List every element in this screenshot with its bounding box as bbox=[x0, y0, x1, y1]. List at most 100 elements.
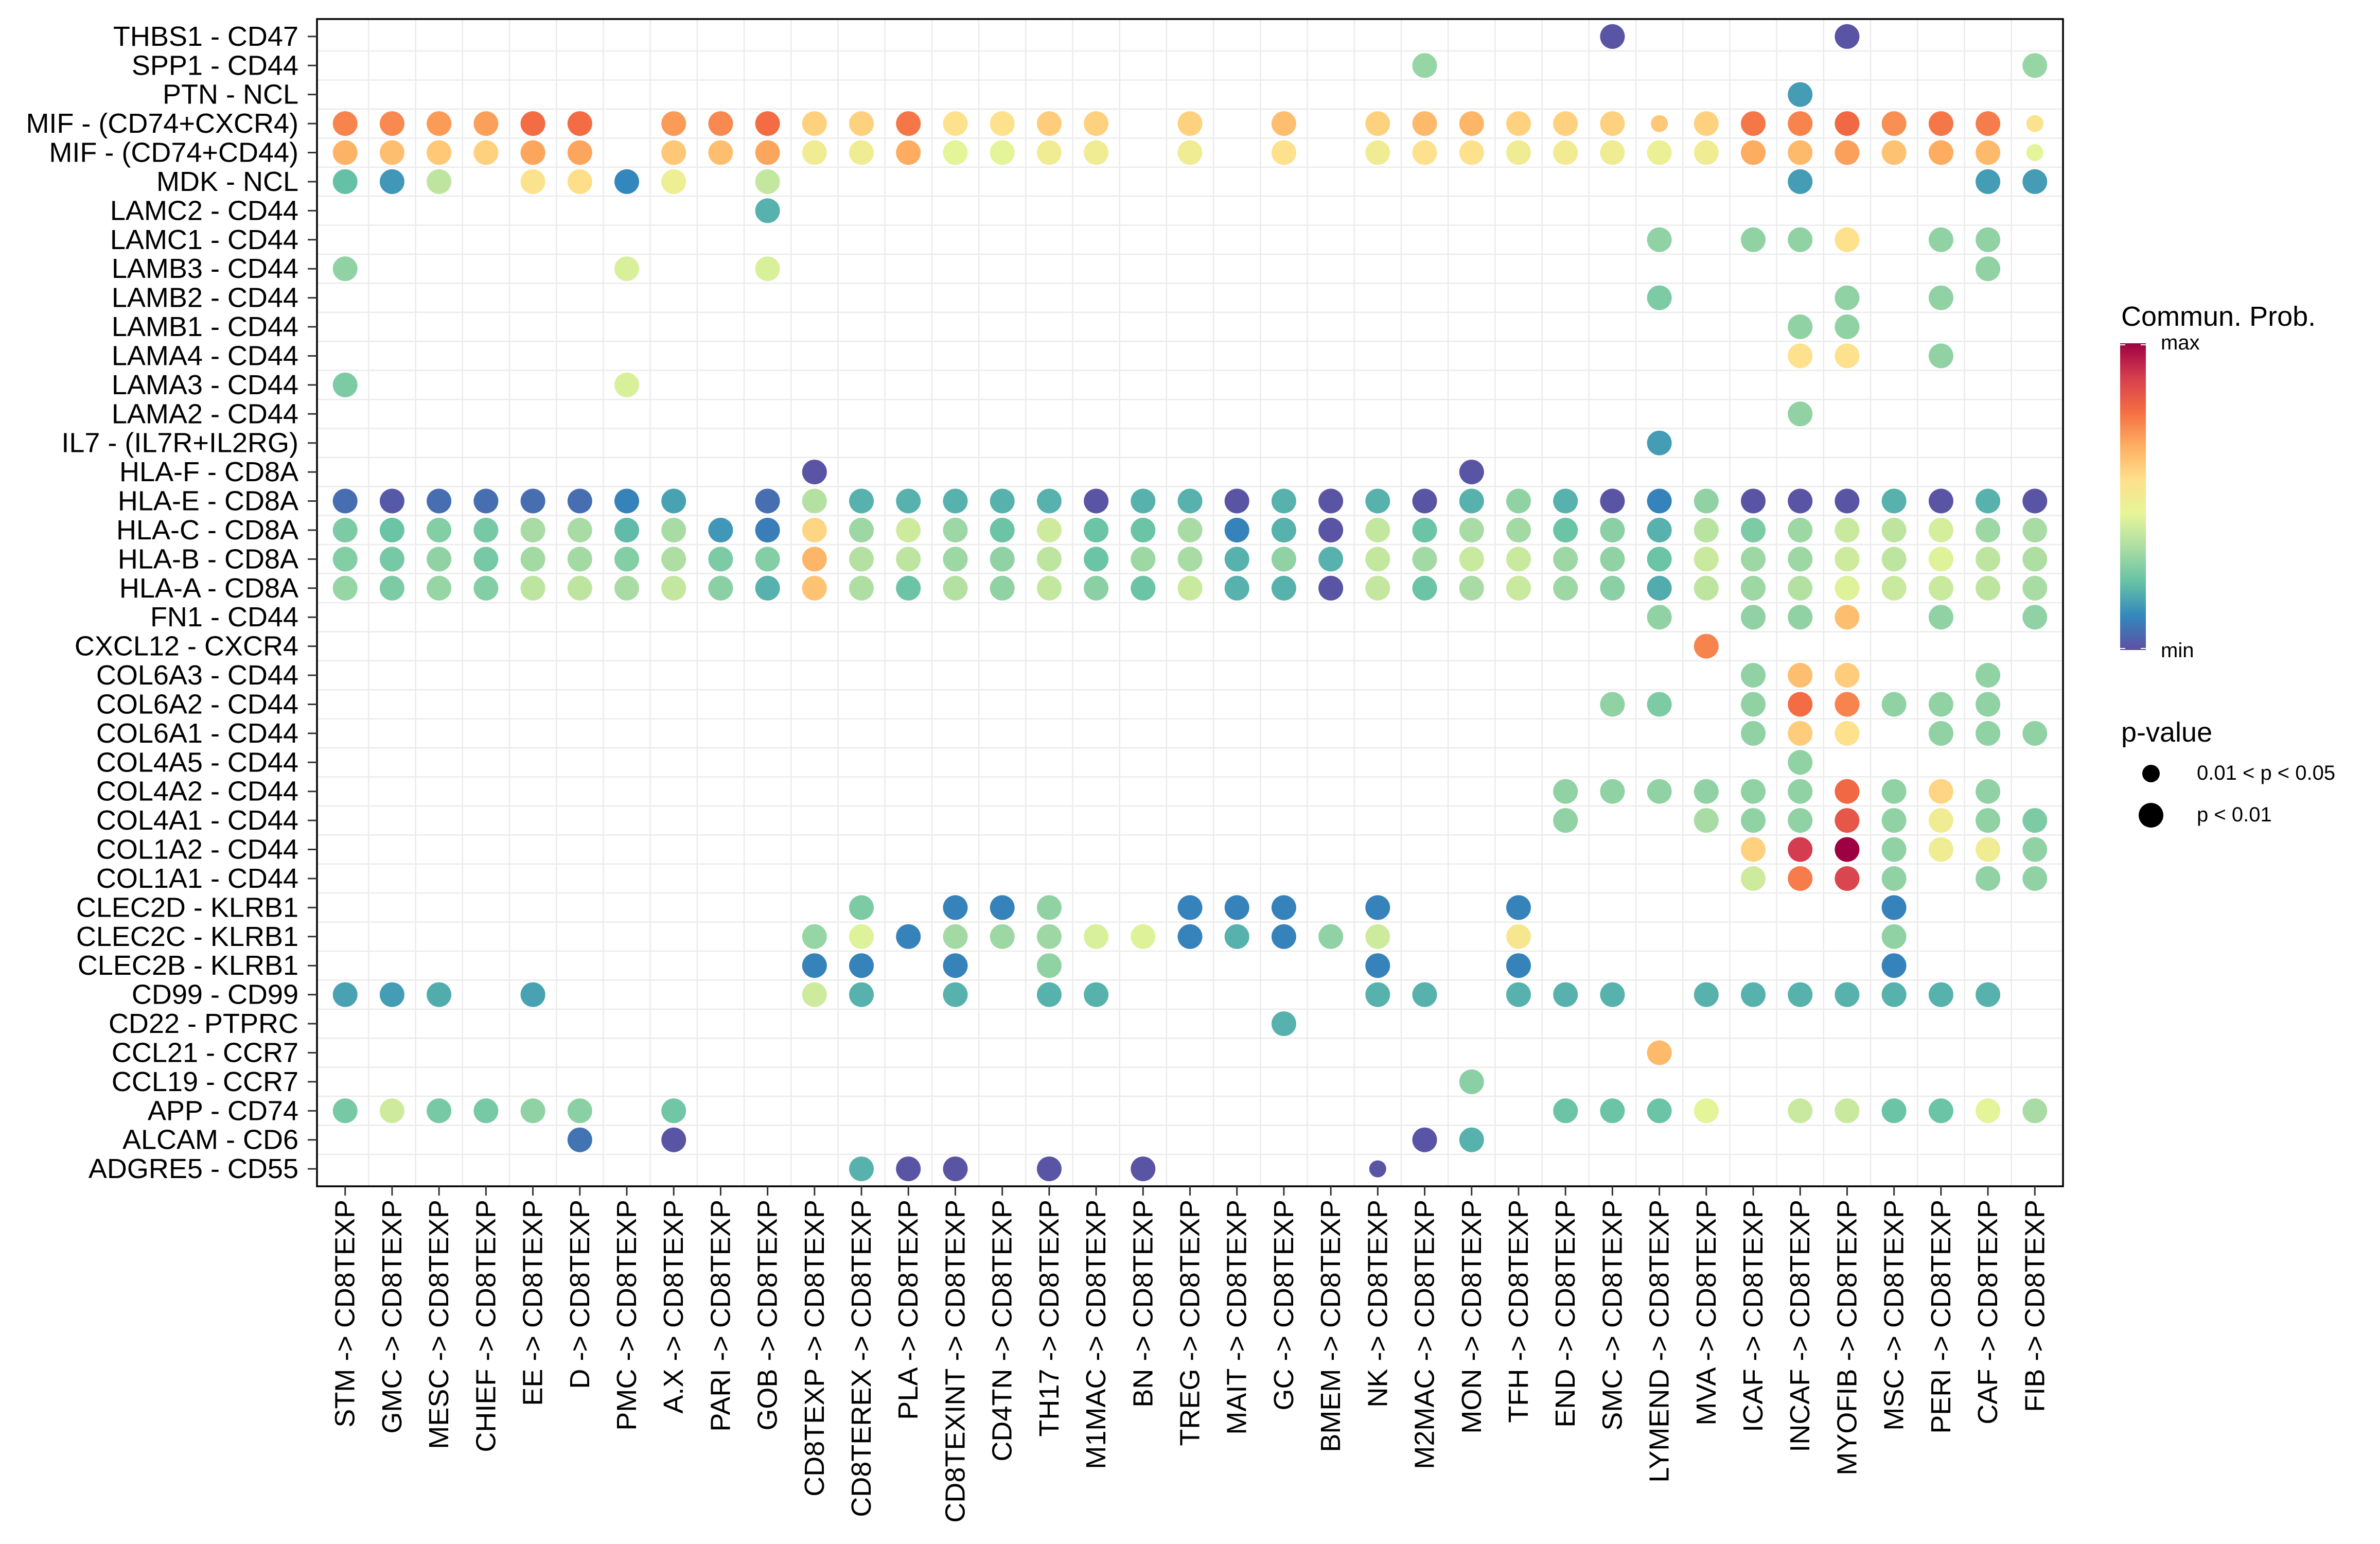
data-point bbox=[2022, 866, 2048, 891]
data-point bbox=[1788, 605, 1813, 630]
data-point bbox=[1271, 488, 1296, 514]
y-tick-label: COL4A2 - CD44 bbox=[96, 776, 298, 807]
data-point bbox=[802, 575, 827, 601]
data-point bbox=[1694, 518, 1719, 542]
data-point bbox=[1835, 982, 1860, 1007]
data-point bbox=[1271, 140, 1296, 165]
data-point bbox=[849, 575, 874, 601]
data-point bbox=[1459, 518, 1484, 542]
data-point bbox=[1084, 547, 1109, 572]
data-point bbox=[1553, 982, 1578, 1007]
data-point bbox=[990, 575, 1015, 601]
data-point bbox=[1318, 547, 1344, 572]
data-point bbox=[1412, 140, 1437, 165]
y-tick-label: CXCL12 - CXCR4 bbox=[75, 631, 298, 662]
data-point bbox=[1881, 518, 1907, 542]
data-point bbox=[1506, 488, 1531, 514]
data-point bbox=[943, 953, 968, 978]
data-point bbox=[1365, 111, 1390, 136]
data-point bbox=[1224, 547, 1249, 572]
data-point bbox=[1271, 547, 1296, 572]
data-point bbox=[1835, 1098, 1860, 1124]
y-tick-label: LAMB3 - CD44 bbox=[112, 253, 298, 284]
data-point bbox=[614, 372, 639, 397]
y-tick-label: LAMA2 - CD44 bbox=[112, 398, 298, 429]
data-point bbox=[1036, 111, 1062, 136]
data-point bbox=[1881, 1098, 1907, 1124]
data-point bbox=[1600, 24, 1625, 49]
size-legend-label-large: p < 0.01 bbox=[2197, 803, 2272, 826]
y-tick-label: HLA-C - CD8A bbox=[116, 515, 298, 546]
data-point bbox=[1459, 488, 1484, 514]
data-point bbox=[1553, 518, 1578, 542]
data-point bbox=[1881, 547, 1907, 572]
data-point bbox=[661, 547, 686, 572]
data-point bbox=[1835, 227, 1860, 252]
data-point bbox=[1036, 982, 1062, 1007]
data-point bbox=[1881, 924, 1907, 949]
data-point bbox=[802, 982, 827, 1007]
data-point bbox=[1976, 1098, 2001, 1124]
x-tick-label: A.X -> CD8TEXP bbox=[658, 1200, 689, 1414]
data-point bbox=[1177, 547, 1203, 572]
data-point bbox=[1459, 140, 1484, 165]
data-point bbox=[1835, 808, 1860, 833]
data-point bbox=[1131, 1156, 1156, 1182]
data-point bbox=[1694, 575, 1719, 601]
data-point bbox=[1835, 575, 1860, 601]
data-point bbox=[802, 953, 827, 978]
color-legend: Commun. Prob. max min bbox=[2120, 301, 2316, 662]
data-point bbox=[2022, 837, 2048, 862]
y-tick-label: MDK - NCL bbox=[156, 166, 298, 197]
data-point bbox=[1694, 111, 1719, 136]
data-point bbox=[1881, 488, 1907, 514]
y-tick-label: ALCAM - CD6 bbox=[122, 1125, 298, 1155]
data-point bbox=[520, 547, 545, 572]
size-legend-title: p-value bbox=[2121, 717, 2212, 748]
y-tick-label: CD99 - CD99 bbox=[132, 979, 298, 1010]
size-legend-key-large bbox=[2139, 803, 2163, 828]
data-point bbox=[896, 924, 921, 949]
data-point bbox=[1177, 924, 1203, 949]
data-point bbox=[1976, 837, 2001, 862]
data-point bbox=[1835, 24, 1860, 49]
data-point bbox=[1928, 575, 1953, 601]
data-point bbox=[1928, 140, 1953, 165]
data-point bbox=[1694, 808, 1719, 833]
x-tick-label: CD4TN -> CD8TEXP bbox=[987, 1200, 1018, 1462]
data-point bbox=[427, 140, 452, 165]
data-point bbox=[661, 518, 686, 542]
data-point bbox=[1835, 518, 1860, 542]
data-point bbox=[661, 488, 686, 514]
data-point bbox=[1976, 663, 2001, 688]
data-point bbox=[1881, 866, 1907, 891]
data-point bbox=[1271, 924, 1296, 949]
data-point bbox=[567, 1098, 592, 1124]
data-point bbox=[1928, 982, 1953, 1007]
grid-lines bbox=[317, 19, 2063, 1186]
x-tick-label: TH17 -> CD8TEXP bbox=[1034, 1200, 1065, 1437]
data-point bbox=[1788, 721, 1813, 746]
data-point bbox=[473, 518, 499, 542]
data-point bbox=[1036, 488, 1062, 514]
data-point bbox=[1741, 808, 1766, 833]
data-point bbox=[1412, 575, 1437, 601]
data-point bbox=[943, 982, 968, 1007]
data-point bbox=[614, 169, 639, 194]
y-tick-label: CD22 - PTPRC bbox=[109, 1008, 298, 1039]
x-tick-label: PERI -> CD8TEXP bbox=[1926, 1200, 1956, 1434]
data-point bbox=[1788, 488, 1813, 514]
data-point bbox=[1976, 866, 2001, 891]
data-point bbox=[1369, 1160, 1386, 1178]
data-point bbox=[1365, 140, 1390, 165]
data-point bbox=[1318, 518, 1344, 542]
data-point bbox=[1881, 140, 1907, 165]
data-point bbox=[1788, 314, 1813, 339]
data-point bbox=[1741, 982, 1766, 1007]
x-tick-label: GMC -> CD8TEXP bbox=[377, 1200, 408, 1434]
data-point bbox=[1365, 982, 1390, 1007]
data-point bbox=[943, 547, 968, 572]
data-point bbox=[1976, 488, 2001, 514]
data-point bbox=[1506, 895, 1531, 920]
data-point bbox=[1976, 779, 2001, 804]
